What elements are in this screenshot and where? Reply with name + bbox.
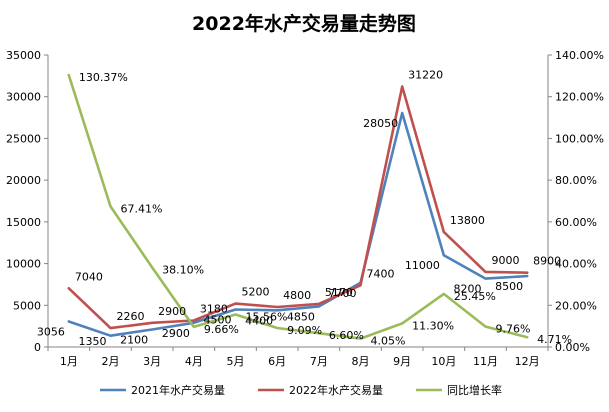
data-label-s2: 4800	[283, 289, 311, 302]
data-label-s3: 11.30%	[412, 319, 454, 332]
y-left-tick-label: 0	[34, 341, 41, 354]
data-label-s3: 25.45%	[454, 290, 496, 303]
y-right-tick-label: 0.00%	[555, 341, 590, 354]
y-left-tick-label: 15000	[6, 216, 41, 229]
data-label-s3: 9.76%	[496, 323, 531, 336]
data-label-s2: 31220	[408, 69, 443, 82]
data-label-s1: 3056	[37, 326, 65, 339]
data-label-s1: 1350	[79, 335, 107, 348]
y-right-tick-label: 140.00%	[555, 49, 604, 62]
axes: 0 5000 10000 15000 20000 25000 30000 35000 0.00%…	[6, 49, 604, 368]
data-label-s3: 6.60%	[329, 329, 364, 342]
data-label-s3: 4.71%	[537, 333, 572, 346]
series-line-3	[67, 73, 529, 340]
data-label-s1: 2900	[162, 327, 190, 340]
data-label-s2: 7040	[75, 270, 103, 283]
data-label-s2: 3180	[200, 302, 228, 315]
x-tick-label: 11月	[473, 355, 498, 368]
data-labels: 3056 1350 2100 2900 4500 4400 4850 7700 28050 110…	[37, 69, 572, 348]
y-right-tick-label: 60.00%	[555, 216, 597, 229]
x-tick-label: 6月	[268, 355, 286, 368]
y-right-tick-label: 20.00%	[555, 299, 597, 312]
x-tick-label: 5月	[227, 355, 245, 368]
legend: 2021年水产交易量 2022年水产交易量 同比增长率	[100, 383, 502, 397]
y-right-tick-label: 100.00%	[555, 132, 604, 145]
y-left-tick-label: 30000	[6, 91, 41, 104]
legend-label-1: 2021年水产交易量	[131, 383, 225, 397]
series-lines	[67, 73, 529, 340]
y-left-tick-label: 5000	[13, 299, 41, 312]
y-left-tick-label: 10000	[6, 258, 41, 271]
x-tick-label: 2月	[102, 355, 120, 368]
data-label-s2: 8900	[533, 255, 561, 268]
y-right-tick-label: 80.00%	[555, 174, 597, 187]
data-label-s1: 4400	[245, 314, 273, 327]
data-label-s1: 4500	[204, 313, 232, 326]
data-label-s2: 5170	[325, 286, 353, 299]
data-label-s2: 13800	[450, 214, 485, 227]
x-tick-label: 9月	[393, 355, 411, 368]
data-label-s2: 5200	[242, 286, 270, 299]
data-label-s3: 130.37%	[79, 71, 128, 84]
x-tick-label: 10月	[431, 355, 456, 368]
y-left-tick-label: 35000	[6, 49, 41, 62]
data-label-s3: 38.10%	[162, 264, 204, 277]
data-label-s1: 8200	[454, 283, 482, 296]
chart-title: 2022年水产交易量走势图	[192, 12, 416, 35]
data-label-s1: 8500	[495, 280, 523, 293]
data-label-s1: 4850	[287, 311, 315, 324]
series-line-2	[67, 85, 529, 330]
y-right-tick-label: 120.00%	[555, 91, 604, 104]
data-label-s2: 2260	[117, 310, 145, 323]
data-label-s3: 4.05%	[371, 335, 406, 348]
y-left-tick-label: 20000	[6, 174, 41, 187]
data-label-s2: 7400	[367, 267, 395, 280]
data-label-s1: 7700	[329, 287, 357, 300]
legend-label-2: 2022年水产交易量	[289, 383, 383, 397]
series-line-1	[67, 111, 529, 338]
data-label-s2: 2900	[158, 305, 186, 318]
x-tick-label: 7月	[310, 355, 328, 368]
x-tick-label: 12月	[515, 355, 540, 368]
data-label-s2: 9000	[492, 254, 520, 267]
x-tick-label: 4月	[185, 355, 203, 368]
data-label-s3: 15.56%	[246, 311, 288, 324]
legend-label-3: 同比增长率	[447, 383, 502, 397]
y-left-tick-label: 25000	[6, 132, 41, 145]
x-tick-label: 1月	[60, 355, 78, 368]
data-label-s1: 28050	[363, 117, 398, 130]
data-label-s1: 11000	[405, 259, 440, 272]
x-tick-label: 3月	[143, 355, 161, 368]
data-label-s3: 9.66%	[204, 323, 239, 336]
data-label-s3: 9.09%	[287, 324, 322, 337]
data-label-s3: 67.41%	[121, 202, 163, 215]
y-right-tick-label: 40.00%	[555, 258, 597, 271]
x-tick-label: 8月	[352, 355, 370, 368]
data-label-s1: 2100	[120, 333, 148, 346]
